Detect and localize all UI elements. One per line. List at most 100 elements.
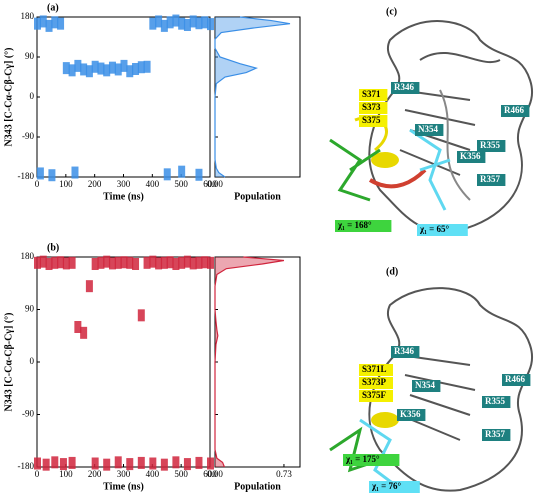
point — [34, 17, 41, 30]
label-box — [477, 140, 506, 152]
point — [178, 17, 186, 30]
point — [183, 19, 191, 31]
point — [68, 256, 76, 269]
label-box — [359, 102, 388, 114]
density-line — [214, 16, 291, 178]
x-tick-label: 100 — [59, 469, 73, 479]
point — [114, 256, 122, 269]
point — [126, 256, 134, 269]
y-tick-label: -90 — [22, 409, 34, 419]
x-tick-label: 0.73 — [276, 469, 292, 479]
label-box — [359, 390, 393, 402]
plot-frame — [214, 16, 301, 178]
point — [143, 256, 151, 269]
x-tick-label: 300 — [117, 469, 131, 479]
point — [103, 64, 111, 77]
point — [149, 17, 157, 30]
point — [57, 256, 65, 269]
point — [172, 456, 180, 469]
x-tick-label: 0.00 — [207, 469, 223, 479]
x-tick-label: 600 — [203, 469, 217, 479]
point — [108, 257, 116, 270]
panel-label: (c) — [386, 6, 397, 17]
point — [189, 257, 197, 270]
point — [51, 456, 59, 469]
point — [178, 256, 186, 269]
x-tick-label: 0.00 — [207, 179, 223, 189]
point — [114, 63, 122, 76]
label: N354 — [418, 124, 438, 134]
x-tick-label: 100 — [59, 179, 73, 189]
protein-c — [368, 20, 533, 233]
x-tick-label: 400 — [146, 179, 160, 189]
point — [149, 457, 157, 470]
point — [91, 258, 99, 270]
ligand — [329, 138, 381, 202]
point — [126, 458, 134, 471]
point — [195, 17, 203, 30]
panel-label: (a) — [47, 2, 59, 13]
label-box — [359, 115, 388, 127]
panel-label: (d) — [386, 266, 398, 277]
y-tick-label: 180 — [21, 11, 35, 21]
x-tick-label: 0 — [35, 469, 40, 479]
y-tick-label: 0 — [30, 356, 35, 366]
label-box — [482, 396, 511, 408]
point — [207, 18, 214, 31]
point — [172, 14, 180, 27]
label: S375F — [362, 390, 387, 400]
point — [68, 64, 76, 77]
label-box — [415, 124, 444, 136]
x-tick-label: 500 — [174, 469, 188, 479]
point — [74, 59, 82, 72]
label: χ₁ = 76° — [371, 481, 401, 491]
label-box — [359, 364, 393, 376]
label: R466 — [504, 105, 524, 115]
label: S371 — [362, 89, 381, 99]
point — [195, 456, 203, 469]
point — [160, 458, 168, 471]
x-tick-label: 500 — [174, 179, 188, 189]
x-axis-label: Population — [234, 481, 281, 492]
point — [183, 458, 191, 471]
plot-frame — [36, 16, 211, 178]
label: S371L — [362, 364, 387, 374]
point — [91, 457, 99, 470]
plot-frame — [36, 256, 211, 468]
point — [57, 17, 65, 30]
label-box — [501, 105, 530, 117]
label: R357 — [480, 174, 500, 184]
point — [36, 167, 44, 180]
point — [143, 60, 151, 73]
point — [172, 258, 180, 270]
label: R346 — [394, 82, 414, 92]
point — [120, 256, 128, 269]
point — [39, 255, 47, 268]
arrow — [368, 168, 427, 189]
label: R357 — [485, 429, 505, 439]
point — [155, 257, 163, 270]
x-tick-label: 600 — [203, 179, 217, 189]
density-area — [215, 17, 290, 177]
chart: 0.00 0.73 Population — [207, 256, 301, 492]
label-box — [412, 380, 441, 392]
point — [201, 256, 209, 269]
label: S375 — [362, 115, 381, 125]
label-box — [502, 374, 531, 386]
label: R346 — [394, 346, 414, 356]
point — [45, 258, 53, 270]
point — [114, 456, 122, 469]
label-box — [397, 409, 426, 421]
point — [178, 165, 186, 178]
chart: 0.00 Population — [207, 16, 301, 202]
point — [34, 256, 41, 269]
density-area — [215, 257, 284, 467]
point — [207, 256, 214, 269]
point — [137, 309, 145, 322]
panel-label: (b) — [47, 242, 59, 253]
point — [201, 16, 209, 29]
label: N354 — [415, 380, 435, 390]
